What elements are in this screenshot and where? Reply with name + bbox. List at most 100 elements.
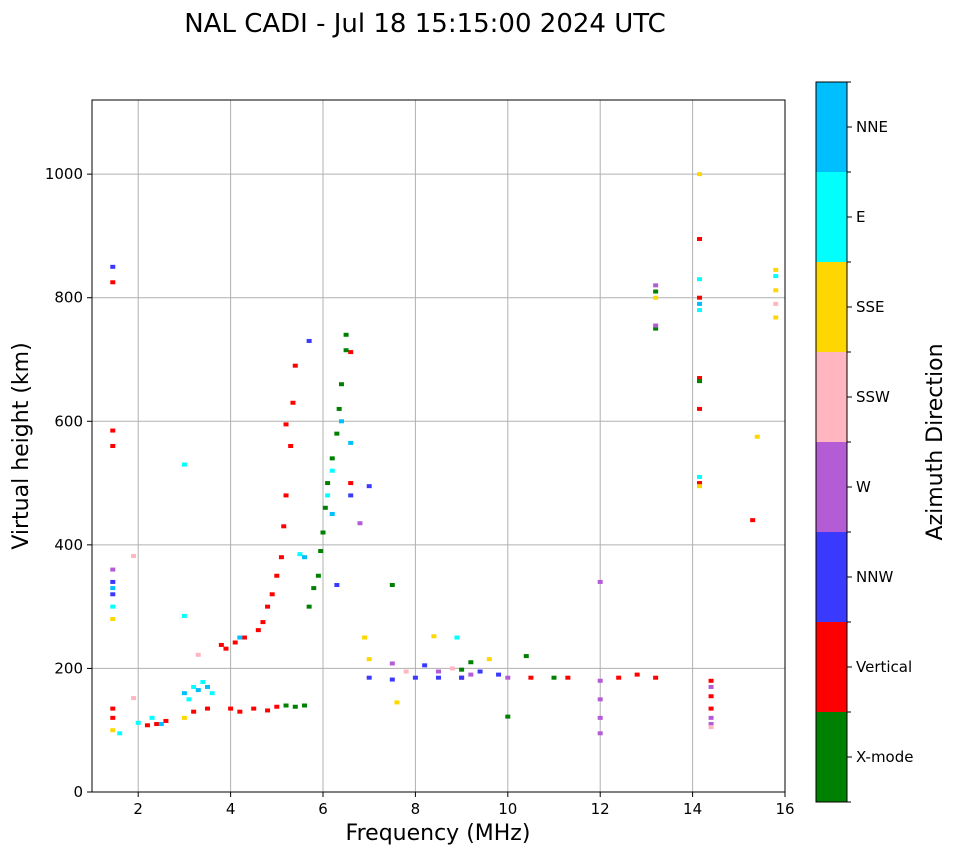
data-point [551, 675, 557, 680]
series-e [110, 274, 779, 736]
data-point [496, 672, 502, 677]
data-point [209, 691, 215, 696]
data-point [773, 301, 779, 306]
data-point [191, 709, 197, 714]
data-point [110, 706, 116, 711]
data-point [697, 277, 703, 282]
data-point [181, 691, 187, 696]
data-point [403, 669, 409, 674]
data-point [697, 484, 703, 489]
data-point [131, 553, 137, 558]
data-point [389, 677, 395, 682]
data-point [292, 704, 298, 709]
data-point [634, 672, 640, 677]
data-point [306, 604, 312, 609]
data-point [523, 654, 529, 659]
data-point [366, 675, 372, 680]
data-point [329, 511, 335, 516]
y-axis-ticks: 0 200 400 600 800 1000 [45, 165, 92, 801]
data-point [311, 586, 317, 591]
x-tick-label: 10 [498, 800, 517, 818]
data-point [348, 481, 354, 486]
data-point [653, 283, 659, 288]
data-point [697, 172, 703, 177]
data-point [468, 672, 474, 677]
data-point [195, 652, 201, 657]
data-point [292, 363, 298, 368]
data-point [117, 731, 123, 736]
data-point [283, 493, 289, 498]
data-point [283, 422, 289, 427]
data-point [708, 678, 714, 683]
y-tick-label: 200 [54, 659, 83, 677]
data-point [773, 267, 779, 272]
data-point [260, 620, 266, 625]
data-point [338, 419, 344, 424]
colorbar-tick-label: NNW [856, 568, 893, 586]
data-point [773, 315, 779, 320]
data-point [274, 573, 280, 578]
data-point [653, 289, 659, 294]
colorbar-tick-label: SSE [856, 298, 885, 316]
data-point [750, 518, 756, 523]
data-point [697, 301, 703, 306]
data-point [486, 657, 492, 662]
data-point [597, 678, 603, 683]
data-point [110, 567, 116, 572]
data-point [218, 642, 224, 647]
data-point [477, 669, 483, 674]
data-point [394, 700, 400, 705]
data-point [366, 657, 372, 662]
data-point [325, 493, 331, 498]
data-point [459, 667, 465, 672]
data-point [302, 555, 308, 560]
data-point [205, 706, 210, 711]
colorbar: X-mode Vertical NNW W SSW SSE E NNE [815, 81, 913, 803]
data-point [110, 715, 116, 720]
x-tick-label: 16 [775, 800, 794, 818]
data-point [110, 579, 116, 584]
x-tick-label: 8 [411, 800, 421, 818]
colorbar-tick-label: SSW [856, 388, 890, 406]
data-point [708, 725, 714, 730]
data-point [653, 295, 659, 300]
colorbar-tick-label: X-mode [856, 748, 913, 766]
data-point [708, 706, 714, 711]
data-point [449, 666, 455, 671]
y-tick-label: 0 [73, 783, 83, 801]
data-point [110, 264, 116, 269]
data-point [110, 280, 116, 285]
data-point [653, 675, 659, 680]
colorbar-tick-label: W [856, 478, 871, 496]
data-point [412, 675, 418, 680]
colorbar-tick-label: Vertical [856, 658, 912, 676]
x-axis-label: Frequency (MHz) [346, 821, 531, 846]
data-point [251, 706, 257, 711]
data-point [697, 474, 703, 479]
y-tick-label: 600 [54, 412, 83, 430]
data-point [431, 634, 437, 639]
grid [92, 100, 785, 792]
data-point [773, 274, 779, 279]
data-point [306, 338, 312, 343]
x-tick-label: 2 [133, 800, 143, 818]
data-point [283, 703, 289, 708]
data-point [163, 718, 169, 723]
data-point [454, 635, 460, 640]
data-point [362, 635, 368, 640]
series-nnw [110, 264, 502, 682]
data-point [110, 592, 116, 597]
data-point [320, 530, 326, 535]
data-point [297, 552, 303, 557]
data-point [255, 628, 261, 633]
data-point [290, 400, 296, 405]
data-point [597, 697, 603, 702]
y-tick-label: 400 [54, 536, 83, 554]
colorbar-segment [816, 352, 847, 442]
data-point [131, 696, 137, 701]
data-point [436, 675, 441, 680]
data-point [528, 675, 534, 680]
data-point [334, 583, 340, 588]
data-point [422, 663, 428, 668]
data-point [110, 444, 116, 448]
